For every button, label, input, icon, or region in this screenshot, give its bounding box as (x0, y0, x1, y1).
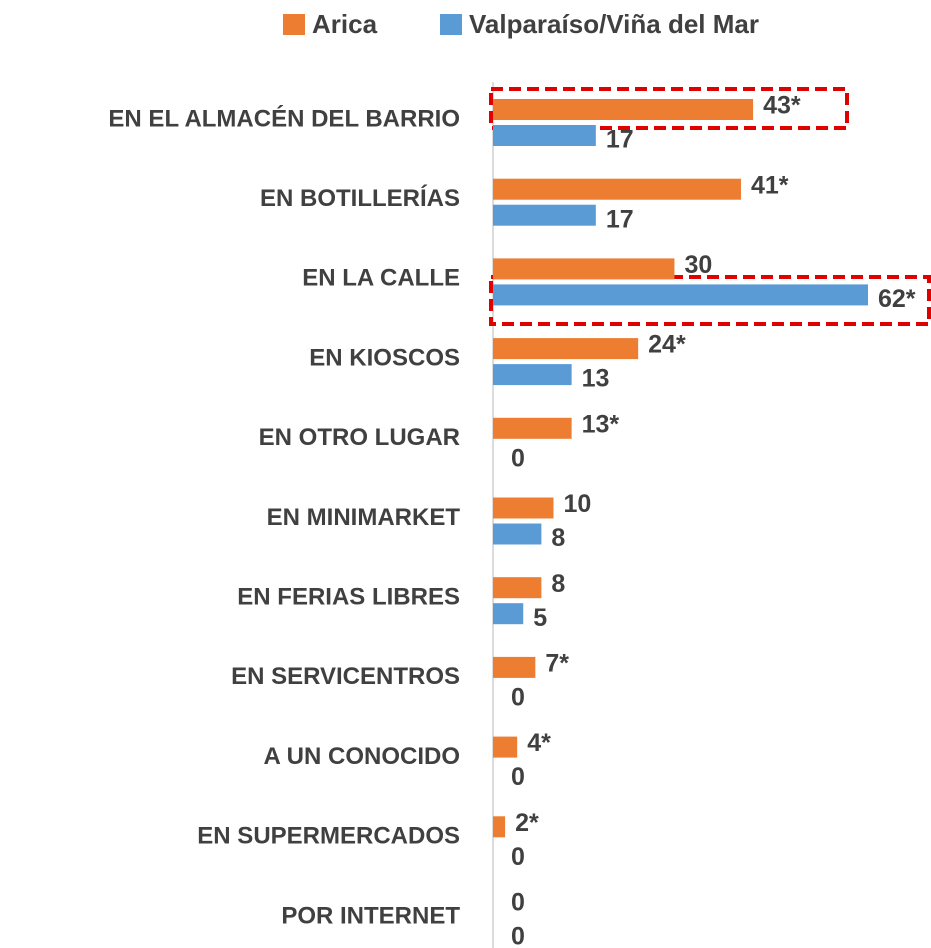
data-label: 0 (511, 923, 525, 948)
data-label: 0 (511, 843, 525, 871)
bar (493, 284, 868, 306)
bar (493, 258, 675, 280)
legend-label: Valparaíso/Viña del Mar (469, 9, 759, 39)
bar (493, 178, 741, 200)
category-label: POR INTERNET (281, 902, 460, 929)
bar (493, 99, 754, 120)
data-label: 8 (551, 570, 565, 598)
data-label: 7* (545, 650, 569, 678)
data-label: 43* (763, 92, 801, 120)
bar (493, 577, 542, 599)
bar (493, 338, 639, 360)
legend-swatch (283, 14, 305, 35)
data-label: 5 (533, 604, 547, 632)
data-label: 17 (606, 126, 634, 154)
category-label: EN EL ALMACÉN DEL BARRIO (108, 104, 460, 132)
bar (493, 125, 596, 146)
data-label: 13* (582, 410, 620, 438)
data-label: 4* (527, 729, 551, 757)
data-label: 24* (648, 331, 686, 359)
bar (493, 204, 596, 226)
data-label: 8 (551, 524, 565, 552)
data-label: 0 (511, 763, 525, 791)
category-label: EN OTRO LUGAR (259, 424, 460, 451)
bar (493, 497, 554, 519)
category-label: EN LA CALLE (302, 265, 460, 292)
category-label: EN FERIAS LIBRES (237, 584, 460, 611)
bar (493, 523, 542, 545)
data-label: 41* (751, 171, 789, 199)
bar (493, 603, 524, 625)
legend-swatch (440, 14, 462, 35)
legend-label: Arica (312, 9, 378, 39)
data-label: 0 (511, 889, 525, 917)
category-label: EN SERVICENTROS (231, 663, 460, 690)
category-label: EN KIOSCOS (309, 344, 460, 371)
data-label: 30 (684, 251, 712, 279)
bar (493, 736, 518, 758)
bar (493, 656, 536, 678)
data-label: 13 (582, 365, 610, 393)
highlight-box (489, 275, 931, 326)
data-label: 62* (878, 285, 916, 313)
bar (493, 364, 572, 386)
data-label: 0 (511, 444, 525, 472)
bar (493, 417, 572, 439)
data-label: 2* (515, 809, 539, 837)
data-label: 0 (511, 684, 525, 712)
data-label: 10 (563, 490, 591, 518)
category-label: EN SUPERMERCADOS (197, 823, 460, 850)
bar (493, 816, 506, 838)
data-label: 17 (606, 205, 634, 233)
category-label: EN MINIMARKET (267, 504, 461, 531)
category-label: EN BOTILLERÍAS (260, 184, 460, 212)
category-label: A UN CONOCIDO (264, 743, 460, 770)
